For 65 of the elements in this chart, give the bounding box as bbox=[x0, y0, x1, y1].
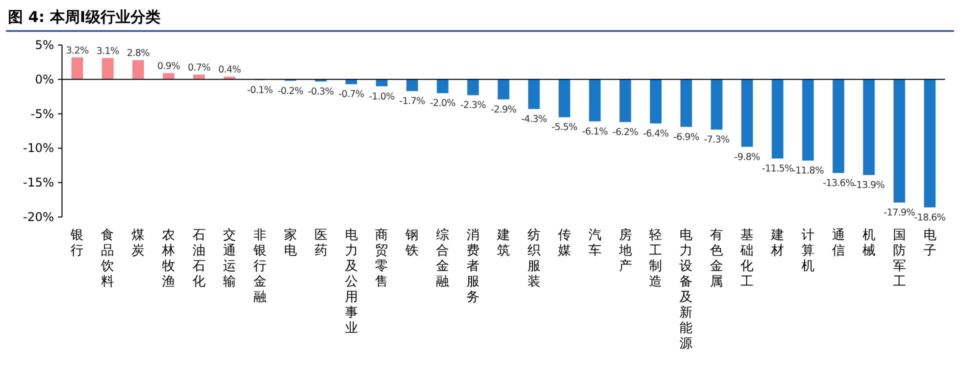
x-tick-label: 钢铁 bbox=[404, 228, 419, 258]
data-label: -11.8% bbox=[792, 166, 824, 177]
data-label: -0.1% bbox=[247, 85, 274, 96]
data-label: -5.5% bbox=[552, 122, 578, 134]
data-label: -0.7% bbox=[338, 89, 364, 100]
x-tick-label: 建筑 bbox=[496, 228, 510, 258]
data-label: 3.2% bbox=[66, 45, 89, 56]
x-tick-label: 电子 bbox=[923, 228, 936, 258]
y-tick-label: 5% bbox=[34, 38, 54, 52]
y-tick-label: -10% bbox=[22, 141, 54, 156]
x-tick-label: 银行 bbox=[70, 228, 84, 258]
data-label: -13.9% bbox=[853, 180, 885, 192]
data-label: -6.4% bbox=[642, 128, 669, 140]
data-label: 0.9% bbox=[157, 61, 180, 72]
data-label: -2.0% bbox=[430, 98, 456, 110]
x-tick-label: 消费者服务 bbox=[466, 228, 480, 305]
data-label: -6.9% bbox=[673, 132, 700, 143]
x-tick-label: 建材 bbox=[770, 228, 784, 258]
x-tick-label: 商贸零售 bbox=[375, 228, 388, 290]
x-tick-label: 汽车 bbox=[588, 228, 602, 258]
data-label: -7.3% bbox=[704, 134, 730, 146]
x-tick-label: 综合金融 bbox=[436, 228, 450, 290]
x-tick-label: 石油石化 bbox=[192, 228, 206, 290]
data-label: -0.3% bbox=[308, 86, 334, 98]
x-tick-label: 电力设备及新能源 bbox=[680, 228, 693, 352]
x-tick-label: 农林牧渔 bbox=[161, 228, 176, 290]
y-tick-label: -20% bbox=[22, 210, 54, 224]
x-tick-label: 电力及公用事业 bbox=[344, 228, 358, 336]
data-label: 2.8% bbox=[126, 48, 150, 60]
x-tick-label: 轻工制造 bbox=[649, 228, 662, 290]
data-label: -13.6% bbox=[822, 178, 854, 189]
x-tick-label: 医药 bbox=[314, 228, 328, 258]
data-label: -9.8% bbox=[734, 152, 760, 163]
data-label: -11.5% bbox=[762, 164, 794, 175]
x-tick-label: 有色金属 bbox=[710, 228, 724, 290]
x-tick-label: 家电 bbox=[284, 227, 297, 258]
data-label: -4.3% bbox=[521, 114, 548, 125]
data-label: -1.0% bbox=[368, 91, 395, 102]
data-label: -17.9% bbox=[884, 208, 916, 219]
x-tick-label: 机械 bbox=[862, 228, 876, 258]
data-label: 0.7% bbox=[188, 62, 211, 74]
x-tick-label: 通信 bbox=[832, 228, 845, 258]
x-tick-label: 交通运输 bbox=[222, 227, 236, 290]
data-label: 3.1% bbox=[96, 46, 120, 58]
x-tick-label: 非银行金融 bbox=[252, 228, 266, 305]
x-tick-label: 基础化工 bbox=[740, 228, 754, 290]
chart-title: 图 4: 本周I级行业分类 bbox=[8, 8, 160, 26]
data-label: -0.2% bbox=[278, 86, 304, 97]
data-label: -6.1% bbox=[582, 126, 608, 138]
data-label: -2.3% bbox=[460, 100, 486, 112]
x-tick-label: 传媒 bbox=[558, 228, 571, 258]
y-tick-label: 0% bbox=[34, 72, 54, 86]
data-label: -18.6% bbox=[914, 212, 946, 224]
y-tick-label: -5% bbox=[30, 106, 54, 121]
x-tick-label: 煤炭 bbox=[132, 228, 145, 258]
data-label: 0.4% bbox=[218, 64, 242, 76]
x-tick-label: 国防军工 bbox=[892, 228, 906, 290]
x-tick-label: 食品饮料 bbox=[100, 228, 114, 290]
y-tick-label: -15% bbox=[22, 176, 54, 190]
x-tick-label: 计算机 bbox=[801, 228, 814, 274]
data-label: -1.7% bbox=[399, 96, 426, 108]
x-tick-label: 房地产 bbox=[618, 227, 632, 274]
data-label: -2.9% bbox=[490, 104, 517, 116]
data-label: -6.2% bbox=[612, 127, 638, 138]
x-tick-label: 纺织服装 bbox=[527, 228, 540, 290]
